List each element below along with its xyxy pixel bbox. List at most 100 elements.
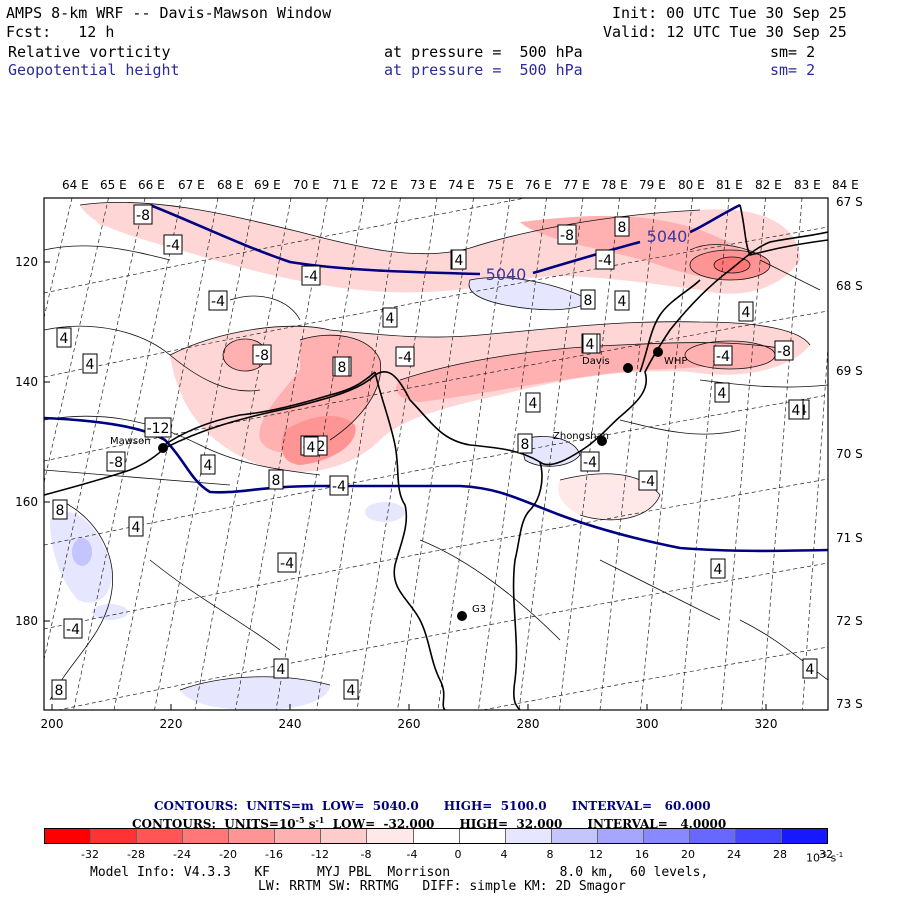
vorticity-label-box [638, 470, 658, 491]
vorticity-units-exponent2: -1 [315, 815, 325, 825]
vorticity-label: 4 [792, 403, 801, 419]
longitude-label: 71 E [332, 178, 359, 192]
vorticity-label-box [382, 307, 398, 328]
longitude-label: 67 E [178, 178, 205, 192]
vorticity-label-box [595, 249, 615, 270]
vorticity-label: 4 [529, 396, 538, 412]
station-name: G3 [472, 604, 486, 615]
vorticity-label-box [208, 290, 228, 311]
vorticity-label-box [614, 216, 630, 237]
longitude-label: 82 E [755, 178, 782, 192]
colorbar-label: 8 [546, 848, 554, 861]
colorbar-label: 0 [454, 848, 462, 861]
vorticity-label: -4 [304, 269, 318, 285]
meridian-line [721, 198, 766, 710]
vorticity-label: -4 [583, 455, 597, 471]
longitude-label: 70 E [293, 178, 320, 192]
vorticity-label: -12 [147, 421, 170, 437]
vorticity-label-box [51, 679, 67, 700]
meridian-line [518, 198, 584, 710]
height-contour-label: 5040 [486, 265, 527, 284]
longitude-label: 68 E [217, 178, 244, 192]
vorticity-label: 8 [618, 220, 627, 236]
vorticity-label-box [614, 290, 630, 311]
longitude-label: 84 E [832, 178, 859, 192]
longitude-label: 78 E [601, 178, 628, 192]
meridian-line [478, 198, 547, 710]
vorticity-label: -8 [255, 348, 269, 364]
vorticity-label-box [303, 436, 319, 457]
vorticity-label: 4 [586, 337, 595, 353]
meridian-line [113, 198, 219, 710]
vorticity-label-box [580, 289, 596, 310]
colorbar-label: 32 [819, 848, 833, 861]
vorticity-label-box [106, 451, 126, 472]
colorbar-units-exp2: -1 [836, 851, 844, 859]
vorticity-contours-info: CONTOURS: UNITS=10-5 s-1 LOW= -32.000 HI… [132, 811, 726, 833]
init-time: Init: 00 UTC Tue 30 Sep 25 [612, 4, 847, 22]
height-contours-info: CONTOURS: UNITS=m LOW= 5040.0 HIGH= 5100… [154, 799, 711, 813]
x-tick-label: 320 [755, 717, 778, 731]
vorticity-label: 8 [521, 437, 530, 453]
longitude-label: 83 E [794, 178, 821, 192]
colorbar-label: -8 [360, 848, 372, 861]
vorticity-label-box [802, 658, 818, 679]
colorbar-swatch [689, 829, 736, 843]
vorticity-label: 4 [307, 440, 316, 456]
lat-lon-grid [44, 198, 828, 710]
vorticity-label: -8 [777, 344, 791, 360]
vorticity-label: 4 [204, 458, 213, 474]
colorbar-swatch [505, 829, 552, 843]
vorticity-label-box [329, 475, 349, 496]
vorticity-label: 8 [272, 473, 281, 489]
vorticity-label: 4 [618, 294, 627, 310]
map-plot-area [44, 198, 828, 710]
vorticity-label: 8 [55, 683, 64, 699]
colorbar-swatch [413, 829, 460, 843]
vorticity-label-box [774, 340, 794, 361]
model-info: Model Info: V4.3.3 KF MYJ PBL Morrison 8… [90, 865, 709, 880]
x-tick-label: 240 [279, 717, 302, 731]
physics-info: LW: RRTM SW: RRTMG DIFF: simple KM: 2D S… [258, 879, 626, 894]
colorbar-label: 20 [681, 848, 695, 861]
parallel-line [44, 198, 528, 294]
colorbar-swatch [367, 829, 414, 843]
station-marker [457, 611, 467, 621]
parallel-line [44, 478, 828, 630]
latitude-label: 70 S [836, 447, 863, 461]
x-tick-label: 220 [160, 717, 183, 731]
vorticity-label: 4 [806, 662, 815, 678]
station-name: WHP [664, 356, 687, 367]
vorticity-label-box [714, 382, 730, 403]
vorticity-label-box [517, 433, 533, 454]
meridian-line [559, 198, 620, 710]
longitude-label: 80 E [678, 178, 705, 192]
parallel-line [44, 394, 828, 546]
colorbar-label: -24 [173, 848, 191, 861]
meridian-line [397, 198, 474, 710]
vorticity-label: 4 [742, 305, 751, 321]
longitude-label: 73 E [410, 178, 437, 192]
vorticity-label-box [395, 346, 415, 367]
vorticity-label-box [710, 558, 726, 579]
vorticity-label-box [334, 356, 350, 377]
vorticity-label-box [163, 234, 183, 255]
meridian-line [680, 198, 730, 710]
latitude-label: 69 S [836, 364, 863, 378]
vorticity-label: -4 [280, 556, 294, 572]
colorbar-swatch [137, 829, 184, 843]
latitude-label: 67 S [836, 195, 863, 209]
vorticity-label-box [525, 392, 541, 413]
station-marker [158, 443, 168, 453]
longitude-label: 81 E [716, 178, 743, 192]
field2-level: at pressure = 500 hPa [384, 61, 583, 79]
map-axes: 64 E 65 E 66 E 67 E 68 E 69 E 70 E 71 E 72 E 73 E… [15, 178, 863, 731]
vorticity-label: -8 [109, 455, 123, 471]
vorticity-colorbar [44, 828, 828, 844]
station-name: Davis [582, 356, 610, 367]
vorticity-label: 4 [718, 386, 727, 402]
colorbar-label: 24 [727, 848, 741, 861]
positive-vorticity-mid [365, 502, 405, 522]
geopotential-height-contours [44, 203, 828, 553]
positive-vorticity-north [469, 277, 590, 310]
